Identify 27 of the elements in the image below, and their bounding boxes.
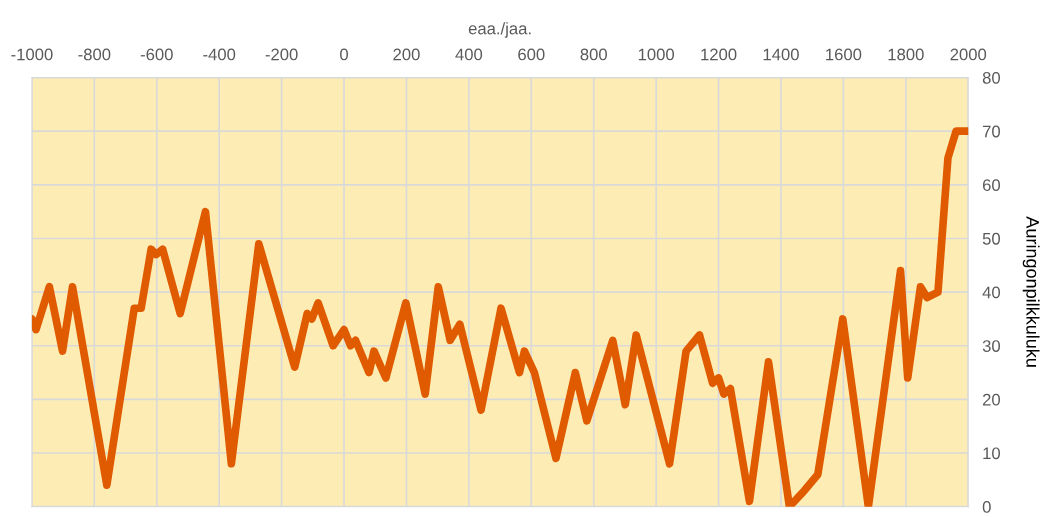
x-tick-label: 800	[580, 48, 607, 61]
x-tick-label: 2000	[950, 48, 987, 61]
x-tick-label: -1000	[11, 48, 53, 61]
x-tick-label: 0	[340, 48, 349, 61]
x-tick-label: 400	[455, 48, 483, 61]
y-tick-label: 20	[982, 393, 1001, 406]
x-tick-label: 1000	[638, 48, 675, 61]
x-tick-label: 1600	[826, 48, 862, 61]
x-tick-label: -600	[140, 48, 173, 61]
x-tick-label: -400	[203, 48, 236, 61]
x-tick-label: -800	[78, 48, 111, 61]
x-tick-label: 200	[393, 48, 420, 61]
y-tick-label: 80	[982, 71, 1001, 84]
x-tick-label: 1800	[888, 48, 924, 61]
y-tick-label: 30	[982, 340, 1001, 352]
y-tick-label: 70	[982, 125, 1001, 138]
x-tick-label: -200	[265, 48, 298, 61]
y-tick-label: 60	[982, 179, 1001, 192]
x-axis-title: eaa./jaa.	[468, 22, 531, 38]
y-axis-title: Auringonpilkkuluku	[1022, 216, 1040, 367]
y-tick-label: 10	[983, 447, 1001, 460]
y-tick-label: 0	[982, 501, 991, 513]
x-tick-label: 1200	[701, 48, 737, 61]
y-tick-label: 40	[982, 286, 1001, 299]
x-tick-label: 600	[518, 48, 545, 61]
x-tick-label: 1400	[763, 48, 799, 61]
y-tick-label: 50	[982, 232, 1001, 245]
